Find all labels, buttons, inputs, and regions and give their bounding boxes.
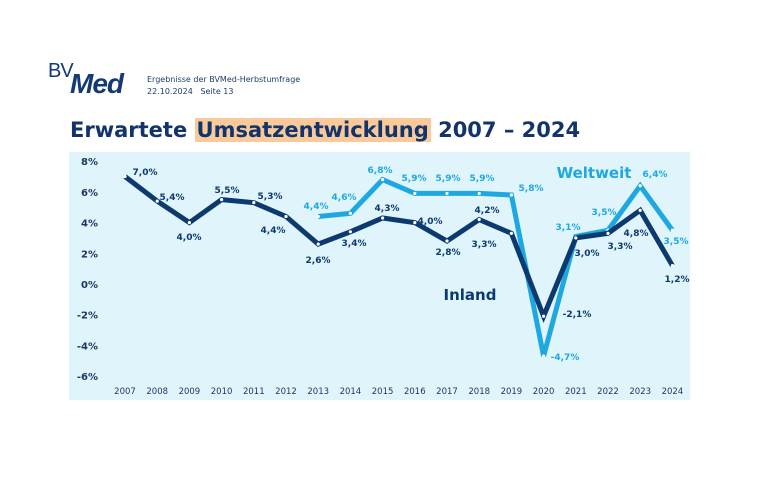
y-tick-label: 2% [81, 249, 98, 260]
data-label: 3,3% [472, 240, 497, 250]
y-tick-label: 6% [81, 188, 98, 199]
data-point [381, 178, 385, 182]
series-label-inland: Inland [444, 286, 497, 304]
data-point [413, 191, 417, 196]
x-tick-label: 2016 [404, 387, 426, 397]
x-tick-label: 2011 [243, 387, 265, 397]
chart-panel [69, 152, 690, 400]
data-point [509, 231, 513, 235]
x-tick-label: 2015 [372, 387, 394, 397]
data-point [670, 263, 675, 268]
data-point [445, 239, 449, 243]
title-suffix: 2007 – 2024 [438, 118, 581, 142]
data-point [187, 221, 191, 225]
survey-subtitle: Ergebnisse der BVMed-Herbstumfrage [147, 75, 301, 84]
data-label: 5,9% [436, 174, 461, 184]
y-tick-label: -4% [77, 341, 98, 352]
y-tick-label: -6% [77, 372, 98, 383]
data-label: 3,4% [342, 239, 367, 249]
x-tick-label: 2024 [662, 387, 684, 397]
data-label: 4,3% [375, 204, 400, 214]
y-tick-label: 0% [81, 280, 98, 291]
data-label: 3,1% [556, 223, 581, 233]
data-label: 7,0% [133, 168, 158, 178]
page-number: Seite 13 [200, 87, 234, 96]
data-label: 3,5% [664, 237, 689, 247]
title-prefix: Erwartete [70, 118, 188, 142]
data-point [155, 199, 159, 203]
x-tick-label: 2010 [211, 387, 233, 397]
data-label: 1,2% [665, 275, 690, 285]
y-tick-label: 8% [81, 157, 98, 168]
data-point [477, 217, 481, 222]
series-label-weltweit: Weltweit [557, 164, 632, 182]
x-tick-label: 2008 [146, 387, 168, 397]
data-point [316, 214, 320, 219]
data-label: 4,8% [624, 229, 649, 239]
data-point [284, 214, 288, 219]
data-label: 5,5% [215, 186, 240, 196]
data-point [542, 314, 546, 318]
x-tick-label: 2013 [307, 387, 329, 397]
data-label: -2,1% [563, 310, 592, 320]
x-tick-label: 2020 [533, 387, 555, 397]
data-point [477, 191, 481, 196]
series-line-inland [123, 174, 675, 323]
data-label: 3,3% [608, 242, 633, 252]
data-point [123, 174, 127, 179]
data-label: 3,5% [592, 208, 617, 218]
data-label: 5,8% [519, 184, 544, 194]
data-label: 4,2% [475, 206, 500, 216]
data-label: 2,8% [436, 248, 461, 258]
data-label: -4,7% [551, 353, 580, 363]
date-page: 22.10.2024 Seite 13 [147, 87, 233, 96]
data-label: 4,6% [332, 193, 357, 203]
data-point [413, 221, 417, 225]
date: 22.10.2024 [147, 87, 193, 96]
data-point [509, 193, 513, 197]
data-label: 4,0% [418, 217, 443, 227]
x-tick-label: 2019 [501, 387, 523, 397]
data-point [381, 216, 385, 220]
x-tick-label: 2022 [597, 387, 619, 397]
x-tick-label: 2012 [275, 387, 297, 397]
data-label: 4,0% [177, 233, 202, 243]
data-point [606, 231, 610, 235]
x-tick-label: 2007 [114, 387, 136, 397]
y-tick-label: -2% [77, 311, 98, 322]
title-highlight: Umsatzentwicklung [194, 118, 431, 142]
series-line-weltweit [317, 176, 675, 357]
x-tick-label: 2023 [629, 387, 651, 397]
x-tick-label: 2014 [340, 387, 362, 397]
data-label: 4,4% [261, 226, 286, 236]
data-label: 5,9% [470, 174, 495, 184]
data-point [638, 208, 642, 212]
y-tick-label: 4% [81, 219, 98, 230]
data-point [670, 228, 675, 232]
data-point [574, 236, 578, 240]
data-point [348, 211, 352, 215]
data-label: 6,8% [368, 166, 393, 176]
x-tick-label: 2017 [436, 387, 458, 397]
x-tick-label: 2021 [565, 387, 587, 397]
x-tick-label: 2009 [179, 387, 201, 397]
data-point [445, 191, 449, 196]
data-label: 6,4% [643, 170, 668, 180]
data-point [316, 242, 320, 246]
data-point [638, 184, 642, 188]
data-label: 5,4% [160, 193, 185, 203]
data-label: 2,6% [306, 256, 331, 266]
page-title: Erwartete Umsatzentwicklung 2007 – 2024 [70, 118, 580, 142]
data-point [348, 230, 352, 234]
data-label: 3,0% [575, 249, 600, 259]
data-point [220, 197, 224, 202]
x-tick-label: 2018 [468, 387, 490, 397]
data-point [542, 354, 546, 358]
data-point [252, 201, 256, 205]
data-label: 5,3% [258, 192, 283, 202]
data-label: 5,9% [402, 174, 427, 184]
data-label: 4,4% [304, 202, 329, 212]
